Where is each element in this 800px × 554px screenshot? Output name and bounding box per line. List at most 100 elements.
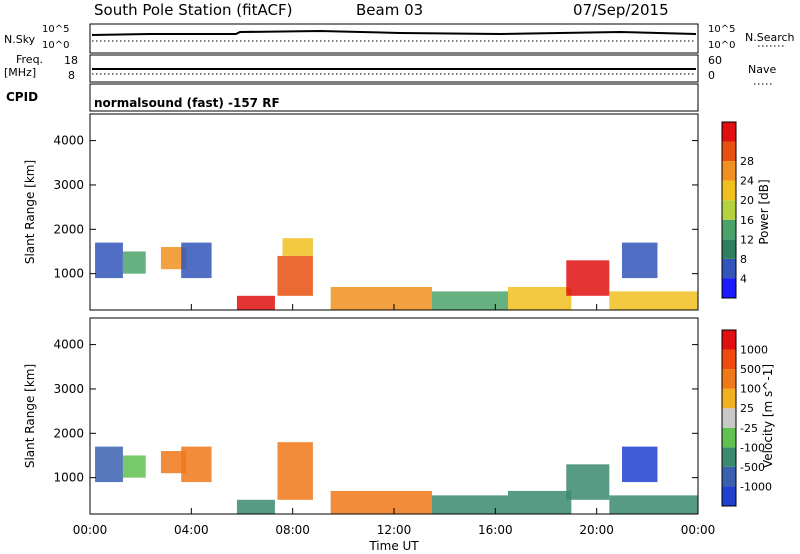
velocity-colorbar-tick-label: -100 [740, 441, 765, 454]
velocity-ytick-label: 3000 [53, 382, 84, 396]
power-ylabel: Slant Range [km] [23, 160, 37, 264]
velocity-panel: 1000 2000 3000 4000 Slant Range [km] 1000 50… [23, 317, 775, 515]
velocity-echo-region [236, 499, 275, 514]
velocity-data-group [95, 442, 698, 514]
time-axis-label: Time UT [368, 539, 419, 553]
power-colorbar-label: Power [dB] [757, 179, 771, 244]
power-echo-region [95, 242, 123, 279]
freq-tick-bottom: 8 [68, 69, 75, 82]
power-colorbar-segment [722, 258, 736, 279]
time-tick-label: 00:00 [681, 523, 716, 537]
velocity-ylabel: Slant Range [km] [23, 364, 37, 468]
power-colorbar-tick-label: 8 [740, 253, 747, 266]
freq-label-line1: Freq. [16, 53, 43, 66]
sky-noise-panel [89, 23, 699, 54]
power-axis-ticks: 1000 2000 3000 4000 [53, 134, 699, 310]
time-axis: 00:00 04:00 08:00 12:00 16:00 20:00 00:00 [73, 523, 716, 537]
nave-tick-bottom: 0 [708, 69, 715, 82]
velocity-plot-frame [89, 317, 699, 515]
power-colorbar-tick-label: 16 [740, 214, 754, 227]
velocity-colorbar-tick-label: -25 [740, 422, 758, 435]
velocity-colorbar-segment [722, 447, 736, 467]
velocity-colorbar-tick-label: -500 [740, 461, 765, 474]
velocity-colorbar-tick-label: 1000 [740, 344, 768, 357]
velocity-echo-region [330, 490, 432, 514]
nsky-label: N.Sky [4, 33, 36, 46]
velocity-colorbar-tick-label: -1000 [740, 480, 772, 493]
power-echo-region [622, 242, 658, 279]
power-echo-region [277, 255, 313, 296]
power-colorbar-tick-label: 28 [740, 155, 754, 168]
power-panel: 1000 2000 3000 4000 Slant Range [km] 4 8 12 16… [23, 113, 771, 311]
velocity-axis-ticks: 1000 2000 3000 4000 [53, 338, 699, 514]
power-echo-region [508, 286, 572, 310]
time-tick-label: 20:00 [579, 523, 614, 537]
velocity-ytick-label: 1000 [53, 471, 84, 485]
velocity-colorbar: 1000 500 100 25 -25 -100 -500 -1000 [721, 329, 772, 507]
velocity-echo-region [122, 455, 146, 478]
velocity-colorbar-label: Velocity [m s^-1] [761, 364, 775, 468]
power-colorbar-segment [722, 180, 736, 201]
time-tick-label: 00:00 [73, 523, 108, 537]
velocity-ytick-label: 2000 [53, 426, 84, 440]
frequency-panel [89, 54, 699, 83]
velocity-echo-region [432, 495, 508, 514]
velocity-echo-region [609, 495, 698, 514]
power-echo-region [566, 260, 610, 296]
velocity-echo-region [622, 446, 658, 483]
velocity-colorbar-segment [722, 369, 736, 389]
time-tick-label: 04:00 [174, 523, 209, 537]
station-title: South Pole Station (fitACF) [94, 1, 292, 19]
power-echo-region [181, 242, 212, 279]
velocity-colorbar-tick-label: 25 [740, 402, 754, 415]
velocity-colorbar-segment [722, 408, 736, 428]
cpid-panel [89, 83, 699, 112]
power-colorbar-segment [722, 200, 736, 220]
velocity-echo-region [95, 446, 123, 483]
nave-label: Nave [748, 63, 776, 76]
freq-label-line2: [MHz] [4, 66, 36, 79]
power-colorbar-segment [722, 141, 736, 162]
power-echo-region [160, 247, 187, 270]
velocity-colorbar-segment [722, 349, 736, 370]
nsearch-tick-top: 10^5 [708, 24, 735, 35]
nave-tick-top: 60 [708, 54, 722, 67]
velocity-colorbar-tick-label: 500 [740, 363, 761, 376]
power-echo-region [236, 295, 275, 310]
velocity-colorbar-segment [722, 427, 736, 448]
velocity-echo-region [508, 490, 572, 514]
power-echo-region [432, 291, 508, 310]
velocity-colorbar-segment [722, 466, 736, 487]
cpid-text: normalsound (fast) -157 RF [94, 96, 280, 110]
velocity-colorbar-segment [722, 486, 736, 506]
power-colorbar-segment [722, 161, 736, 181]
velocity-colorbar-frame [721, 329, 737, 507]
power-colorbar-tick-label: 4 [740, 272, 747, 285]
time-tick-label: 12:00 [377, 523, 412, 537]
power-echo-region [609, 291, 698, 310]
velocity-echo-region [160, 451, 187, 474]
nsearch-label: N.Search [745, 31, 795, 44]
velocity-echo-region [566, 464, 610, 500]
power-ytick-label: 3000 [53, 178, 84, 192]
power-colorbar-segment [722, 122, 736, 142]
velocity-ytick-label: 4000 [53, 338, 84, 352]
time-tick-label: 08:00 [275, 523, 310, 537]
power-echo-region [122, 251, 146, 274]
power-echo-region [282, 238, 313, 256]
nsearch-tick-bottom: 10^0 [708, 40, 735, 51]
power-ytick-label: 2000 [53, 222, 84, 236]
nsky-line [91, 29, 697, 36]
power-data-group [95, 238, 698, 310]
beam-label: Beam 03 [356, 1, 423, 19]
freq-tick-top: 18 [64, 54, 78, 67]
power-plot-frame [89, 113, 699, 311]
velocity-colorbar-tick-label: 100 [740, 383, 761, 396]
power-colorbar-segment [722, 219, 736, 240]
power-colorbar-segment [722, 239, 736, 259]
power-colorbar-segment [722, 278, 736, 298]
power-ytick-label: 4000 [53, 134, 84, 148]
cpid-label: CPID [6, 90, 38, 104]
nsky-tick-bottom: 10^0 [42, 40, 69, 51]
